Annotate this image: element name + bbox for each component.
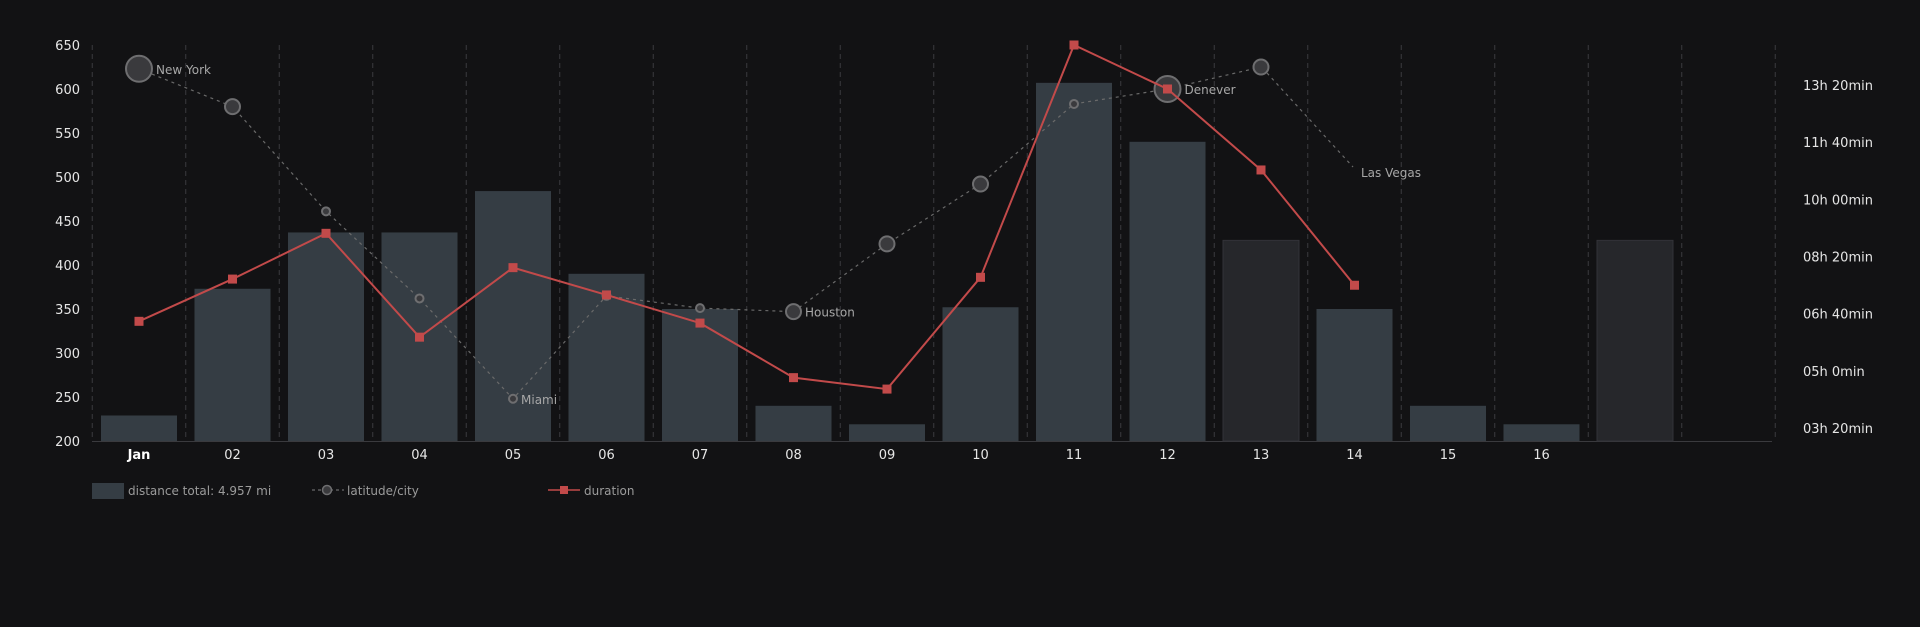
- duration-point: [882, 384, 892, 394]
- bar: [194, 288, 271, 441]
- latitude-point: [1252, 58, 1270, 76]
- y2-tick-label: 06h 40min: [1803, 308, 1873, 323]
- x-tick-label: 05: [505, 448, 522, 463]
- duration-point: [602, 290, 611, 300]
- latitude-point: [878, 235, 896, 253]
- bar: [1410, 405, 1486, 441]
- legend-label-latitude: latitude/city: [347, 484, 419, 498]
- x-tick-label: 03: [318, 448, 335, 463]
- y-tick-label: 500: [55, 171, 80, 186]
- bar: [662, 309, 738, 441]
- duration-point: [976, 272, 985, 282]
- axis-layer: 200 250 300 350 400 450 500 550 600 650 03h 20min 0…: [55, 39, 1873, 463]
- x-tick-label: 14: [1346, 448, 1363, 463]
- x-tick-label: 06: [598, 448, 615, 463]
- y-tick-label: 250: [55, 391, 80, 406]
- duration-line: [138, 43, 1356, 391]
- y-tick-label: 350: [55, 303, 80, 318]
- y2-tick-label: 13h 20min: [1803, 79, 1873, 94]
- duration-point: [508, 263, 518, 273]
- bar: [755, 405, 832, 441]
- duration-point: [695, 318, 705, 328]
- duration-point: [789, 373, 798, 383]
- latitude-point: [321, 206, 331, 217]
- x-tick-label: Jan: [127, 448, 151, 463]
- duration-point: [1163, 84, 1172, 94]
- duration-point: [228, 274, 237, 284]
- y2-tick-label: 03h 20min: [1803, 422, 1873, 437]
- city-label: Miami: [521, 393, 557, 407]
- y2-tick-label: 11h 40min: [1803, 136, 1873, 151]
- latitude-point: [414, 293, 425, 304]
- y-tick-label: 300: [55, 347, 80, 362]
- city-label: Denever: [1185, 83, 1236, 97]
- x-tick-label: 13: [1253, 448, 1270, 463]
- bar: [942, 307, 1019, 441]
- x-tick-label: 11: [1066, 448, 1083, 463]
- bar: [101, 415, 177, 441]
- grid-layer: [91, 45, 1776, 442]
- x-tick-label: 04: [411, 448, 428, 463]
- bar: [1316, 309, 1393, 441]
- y-tick-label: 550: [55, 127, 80, 142]
- bar: [1596, 239, 1674, 442]
- y-tick-label: 200: [55, 435, 80, 450]
- legend-swatch-latitude-point: [321, 484, 333, 496]
- legend-swatch-distance: [92, 483, 124, 499]
- annotation-leader: [1266, 72, 1354, 168]
- y2-tick-label: 10h 00min: [1803, 193, 1873, 208]
- y2-tick-label: 05h 0min: [1803, 365, 1865, 380]
- y2-tick-label: 08h 20min: [1803, 251, 1873, 266]
- latitude-point: [1069, 98, 1079, 109]
- latitude-point: [508, 393, 518, 404]
- bar: [1129, 141, 1206, 442]
- duration-series: [134, 40, 1359, 394]
- bar: [849, 424, 925, 441]
- city-label: Las Vegas: [1361, 166, 1421, 180]
- bar: [1503, 424, 1580, 441]
- bar: [1222, 239, 1300, 442]
- legend-label-duration: duration: [584, 484, 635, 498]
- city-label: Houston: [805, 306, 855, 320]
- x-tick-label: 16: [1533, 448, 1550, 463]
- latitude-point: [785, 303, 802, 321]
- bar: [288, 232, 364, 441]
- x-tick-label: 12: [1159, 448, 1176, 463]
- bars-layer: [101, 82, 1674, 442]
- y-tick-label: 400: [55, 259, 80, 274]
- x-tick-label: 08: [785, 448, 802, 463]
- y-tick-label: 450: [55, 215, 80, 230]
- x-tick-label: 07: [692, 448, 709, 463]
- legend-label-distance: distance total: 4.957 mi: [128, 484, 271, 498]
- legend-swatch-duration-point: [560, 486, 568, 494]
- latitude-point: [695, 303, 705, 314]
- y-tick-label: 650: [55, 39, 80, 54]
- latitude-point: [972, 175, 989, 193]
- x-tick-label: 09: [879, 448, 896, 463]
- latitude-point: [125, 54, 153, 83]
- x-tick-label: 15: [1440, 448, 1457, 463]
- x-tick-label: 02: [224, 448, 241, 463]
- legend: distance total: 4.957 mi latitude/city dur…: [92, 483, 635, 499]
- duration-point: [1350, 280, 1359, 290]
- duration-point: [321, 228, 331, 238]
- duration-point: [415, 332, 424, 342]
- duration-point: [1256, 165, 1266, 175]
- bar: [1036, 82, 1112, 441]
- duration-point: [134, 316, 144, 326]
- city-label: New York: [156, 63, 211, 77]
- duration-point: [1069, 40, 1079, 50]
- y-tick-label: 600: [55, 83, 80, 98]
- latitude-point: [224, 98, 241, 116]
- x-tick-label: 10: [972, 448, 989, 463]
